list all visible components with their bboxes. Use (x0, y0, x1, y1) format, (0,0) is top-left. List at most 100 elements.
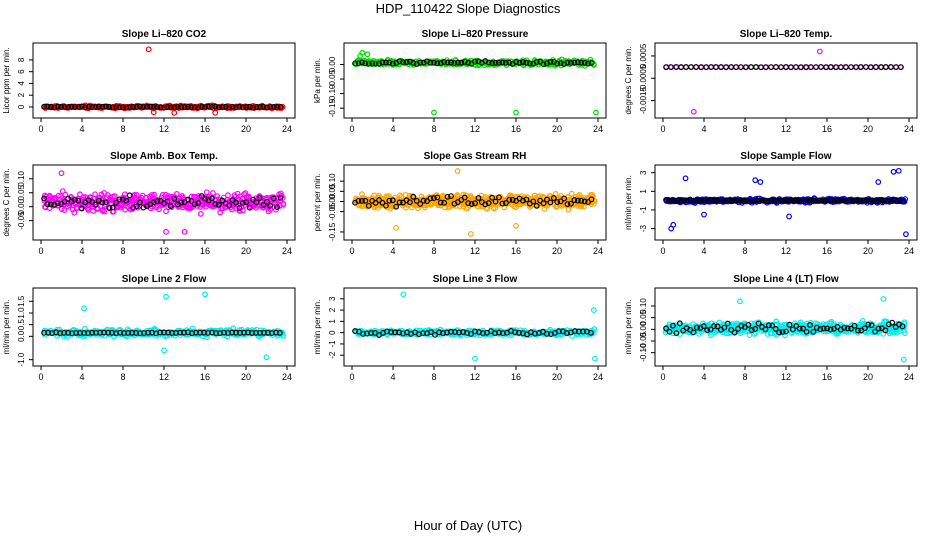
data-point-black (834, 197, 840, 204)
data-point-black (798, 198, 804, 205)
data-point-black (762, 326, 769, 333)
outlier-point (701, 211, 707, 218)
data-point-black (403, 59, 410, 65)
data-point-black (816, 197, 822, 204)
data-point (62, 191, 69, 198)
data-point-black (270, 103, 277, 110)
x-tick-label: 8 (120, 124, 125, 134)
data-point-black (585, 199, 591, 205)
y-tick-label: -0.05 (17, 211, 26, 230)
data-point (71, 209, 78, 216)
data-point (163, 208, 169, 215)
data-point-black (744, 197, 750, 204)
x-tick-label: 16 (511, 372, 521, 382)
data-point-black (236, 103, 243, 110)
x-tick-label: 0 (38, 246, 43, 256)
y-axis-label: ml/min per min. (2, 300, 11, 355)
data-point-black (554, 199, 561, 206)
data-point-black (123, 197, 130, 204)
data-point-black (840, 197, 846, 203)
data-point-black (849, 197, 855, 204)
outlier-point (359, 49, 366, 56)
data-point-black (213, 330, 219, 336)
data-point-black (260, 103, 267, 110)
data-point-black (828, 196, 834, 203)
y-axis-label: ml/min per min. (624, 175, 633, 230)
data-point-black (420, 330, 426, 337)
panel-1: Slope Li–820 CO2 Licor ppm per min. 0 4 8 12 1… (2, 29, 296, 134)
x-tick-label: 20 (863, 372, 873, 382)
panel-title: Slope Amb. Box Temp. (110, 151, 218, 162)
data-point-black (807, 322, 813, 328)
data-point-black (89, 104, 95, 111)
data-point-black (99, 199, 106, 206)
data-point-black (820, 325, 827, 332)
data-point-black (195, 104, 202, 111)
data-point-black (75, 197, 82, 204)
x-tick-label: 16 (822, 372, 832, 382)
y-tick-label: 0.00 (328, 193, 337, 209)
data-point-black (795, 197, 801, 204)
data-point (77, 191, 83, 198)
data-point-black (174, 104, 181, 110)
data-point-black (188, 104, 195, 111)
data-point-black (861, 197, 867, 204)
data-point-black (253, 199, 260, 206)
data-point-black (885, 198, 891, 205)
data-point-black (872, 328, 878, 335)
data-point-black (855, 327, 861, 334)
data-point-black (215, 104, 222, 111)
outlier-point (890, 168, 897, 175)
data-point-black (410, 60, 417, 66)
data-point-black (164, 104, 171, 110)
panel-5: Slope Gas Stream RH percent per min. 0 4 8 12… (313, 151, 607, 256)
data-point-black (465, 200, 472, 207)
data-point-black (547, 199, 554, 206)
data-point-black (574, 197, 581, 204)
data-point-black (250, 196, 256, 203)
outlier-point (816, 48, 823, 55)
y-tick-label: 0 (328, 330, 337, 335)
outlier-point (472, 355, 478, 362)
x-tick-label: 4 (79, 246, 84, 256)
data-point-black (441, 199, 448, 206)
outlier-point (161, 347, 167, 354)
x-tick-label: 20 (552, 372, 562, 382)
data-point-black (263, 104, 270, 111)
data-point-black (831, 197, 837, 204)
data-point-black (427, 59, 434, 66)
data-point-black (756, 198, 762, 204)
x-tick-label: 0 (349, 124, 354, 134)
data-point-black (396, 199, 403, 206)
data-point-black (233, 104, 239, 111)
y-tick-label: 0.05 (328, 183, 337, 199)
data-point-black (694, 324, 700, 331)
data-point-black (762, 197, 768, 204)
data-point-black (82, 104, 89, 111)
data-point-black (882, 327, 889, 334)
outlier-point (150, 109, 157, 116)
data-point-black (755, 320, 762, 327)
x-tick-label: 0 (38, 124, 43, 134)
data-point-black (119, 104, 126, 111)
x-tick-label: 24 (904, 372, 914, 382)
data-point-black (663, 196, 669, 203)
data-point-black (95, 103, 102, 110)
data-point-black (547, 58, 554, 65)
x-tick-label: 8 (431, 372, 436, 382)
data-point-black (99, 103, 106, 110)
outlier-point (145, 46, 152, 53)
data-point (463, 205, 470, 212)
data-point-black (147, 103, 154, 110)
y-tick-label: 1.5 (17, 295, 26, 307)
x-tick-label: 0 (349, 246, 354, 256)
data-point-black (544, 196, 550, 203)
data-point-black (137, 199, 143, 206)
data-point (101, 208, 108, 215)
y-tick-label: 8 (17, 57, 26, 62)
outlier-point (895, 167, 902, 174)
data-point-black (161, 329, 167, 336)
data-point-black (441, 59, 448, 65)
